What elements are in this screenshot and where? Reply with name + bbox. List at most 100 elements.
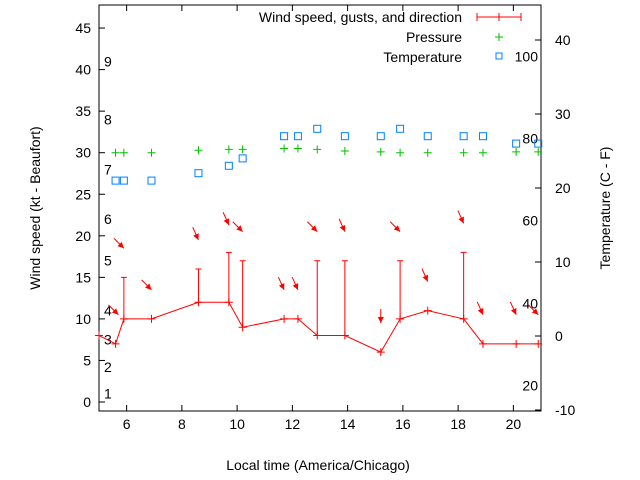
pressure-point — [224, 145, 233, 154]
wind-direction-arrow — [421, 268, 429, 282]
pressure-point — [111, 148, 120, 157]
arrow-head — [223, 218, 230, 225]
legend-label-temperature: Temperature — [383, 49, 462, 65]
temperature-point — [396, 124, 405, 133]
wind-direction-arrow — [113, 238, 125, 249]
y2-tick-label: -10 — [555, 402, 575, 418]
arrow-head — [422, 274, 429, 282]
gust-bar — [397, 260, 404, 319]
wind-direction-arrow — [476, 301, 484, 315]
pressure-point — [534, 147, 543, 156]
arrow-head — [117, 241, 124, 249]
arrow-head — [377, 317, 384, 324]
temperature-point — [280, 132, 289, 141]
wind-speed-point — [423, 306, 432, 315]
gust-bar — [120, 276, 127, 319]
temperature-point — [423, 132, 432, 141]
legend: Wind speed, gusts, and direction Pressur… — [259, 9, 522, 65]
beaufort-label: 6 — [104, 211, 112, 227]
beaufort-label: 9 — [104, 53, 112, 69]
x-tick-label: 10 — [229, 416, 245, 432]
fahrenheit-label: 80 — [522, 130, 538, 146]
legend-swatch-wind — [476, 13, 522, 21]
arrow-head — [145, 283, 152, 290]
beaufort-label: 4 — [104, 303, 112, 319]
x-tick-label: 6 — [123, 416, 131, 432]
y2-tick-label: 40 — [555, 32, 571, 48]
temperature-point — [459, 132, 468, 141]
legend-label-wind: Wind speed, gusts, and direction — [259, 9, 462, 25]
arrow-head — [310, 225, 318, 232]
pressure-point — [340, 147, 349, 156]
y2-axis-label: Temperature (C - F) — [597, 147, 613, 270]
y-tick-label: 5 — [83, 352, 91, 368]
wind-direction-arrow — [277, 276, 285, 291]
pressure-point — [512, 147, 521, 156]
wind-direction-arrow — [389, 221, 401, 232]
arrow-head — [510, 308, 517, 315]
wind-speed-point — [512, 339, 521, 348]
wind-speed-line — [98, 301, 539, 353]
x-tick-label: 12 — [285, 416, 301, 432]
temperature-point — [293, 132, 302, 141]
x-tick-label: 16 — [395, 416, 411, 432]
wind-speed-point — [95, 331, 103, 340]
beaufort-label: 8 — [104, 111, 112, 127]
arrow-head — [393, 225, 401, 232]
arrow-head — [292, 283, 299, 290]
fahrenheit-label: 20 — [522, 378, 538, 394]
y2-tick-label: 30 — [555, 106, 571, 122]
pressure-point — [293, 144, 302, 153]
wind-direction-arrow — [377, 309, 384, 324]
temperature-point — [512, 139, 521, 148]
arrow-head — [236, 225, 243, 232]
x-axis-label: Local time (America/Chicago) — [226, 457, 410, 473]
y2-tick-label: 20 — [555, 180, 571, 196]
arrow-head — [531, 308, 539, 315]
x-tick-label: 18 — [450, 416, 466, 432]
pressure-point — [396, 148, 405, 157]
pressure-point — [423, 148, 432, 157]
wind-speed-point — [478, 339, 487, 348]
y2-tick-label: 10 — [555, 254, 571, 270]
x-tick-label: 14 — [340, 416, 356, 432]
legend-swatch-pressure — [495, 33, 503, 41]
pressure-point — [459, 148, 468, 157]
y-tick-label: 10 — [75, 311, 91, 327]
temperature-point — [376, 132, 385, 141]
temperature-point — [147, 176, 156, 185]
wind-speed-point — [376, 348, 385, 357]
temperature-point — [119, 176, 128, 185]
y-tick-label: 15 — [75, 269, 91, 285]
arrow-head — [111, 308, 119, 315]
pressure-point — [280, 144, 289, 153]
wind-direction-arrow — [141, 279, 152, 291]
gust-bar — [225, 251, 232, 303]
beaufort-label: 1 — [104, 386, 112, 402]
y-axis-label: Wind speed (kt - Beaufort) — [27, 126, 43, 289]
pressure-point — [478, 148, 487, 157]
temperature-point — [340, 132, 349, 141]
legend-swatch-temperature — [495, 52, 503, 60]
y-tick-label: 25 — [75, 186, 91, 202]
wind-direction-arrow — [192, 226, 199, 241]
wind-direction-arrow — [222, 212, 230, 226]
temperature-point — [478, 132, 487, 141]
beaufort-label: 2 — [104, 359, 112, 375]
wind-direction-arrow — [232, 221, 244, 232]
arrow-head — [278, 283, 285, 290]
fahrenheit-label: 40 — [522, 295, 538, 311]
wind-direction-arrow — [457, 210, 465, 224]
wind-direction-arrow — [509, 301, 517, 315]
y-tick-label: 30 — [75, 145, 91, 161]
temperature-point — [111, 176, 120, 185]
fahrenheit-label: 60 — [522, 213, 538, 229]
y-tick-label: 0 — [83, 394, 91, 410]
wind-speed-point — [147, 314, 156, 323]
y2-tick-label: 0 — [555, 328, 563, 344]
y-tick-label: 20 — [75, 228, 91, 244]
gust-bar — [341, 260, 348, 336]
y-tick-label: 40 — [75, 62, 91, 78]
gust-bar — [195, 268, 202, 303]
